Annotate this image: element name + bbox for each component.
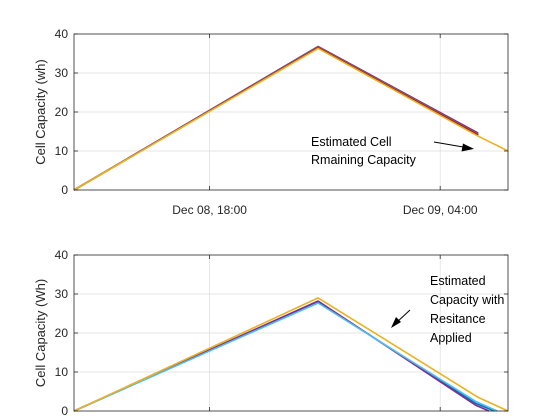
y-tick-label: 40 xyxy=(55,27,69,41)
bottom-ytick-labels: 0 10 20 30 40 xyxy=(55,248,69,418)
y-tick-label: 0 xyxy=(61,183,68,197)
top-annotation-arrowhead xyxy=(461,143,474,152)
top-annotation-line-2: Rmaining Capacity xyxy=(311,153,417,167)
top-ytick-labels: 0 10 20 30 40 xyxy=(55,27,69,197)
y-tick-label: 30 xyxy=(55,66,69,80)
top-ticks xyxy=(74,33,508,191)
y-tick-label: 10 xyxy=(55,144,69,158)
bottom-grid xyxy=(74,255,508,411)
bottom-annotation: Estimated Capacity with Resitance Applie… xyxy=(391,274,504,345)
top-annotation: Estimated Cell Rmaining Capacity xyxy=(311,135,474,167)
bottom-series-group xyxy=(73,297,509,412)
y-tick-label: 20 xyxy=(55,105,69,119)
bottom-annotation-line-2: Capacity with xyxy=(430,293,504,307)
series-line xyxy=(73,302,498,412)
y-tick-label: 40 xyxy=(55,248,69,262)
bottom-annotation-arrowhead xyxy=(391,317,401,328)
x-tick-label: Dec 09, 04:00 xyxy=(403,203,478,217)
y-tick-label: 30 xyxy=(55,287,69,301)
x-tick-label: Dec 08, 18:00 xyxy=(172,203,247,217)
series-line xyxy=(73,47,509,191)
top-axes: 0 10 20 30 40 Dec 08, 18:00 Dec 09, 04:00 Cel… xyxy=(33,27,509,217)
y-tick-label: 0 xyxy=(61,404,68,418)
bottom-annotation-line-1: Estimated xyxy=(430,274,486,288)
bottom-y-axis-label: Cell Capacity (Wh) xyxy=(33,279,48,387)
top-annotation-line-1: Estimated Cell xyxy=(311,135,392,149)
bottom-annotation-line-4: Applied xyxy=(430,331,472,345)
top-y-axis-label: Cell Capacity (wh) xyxy=(33,59,48,164)
top-series-group xyxy=(73,45,509,191)
y-tick-label: 10 xyxy=(55,365,69,379)
top-grid xyxy=(74,34,508,190)
top-xtick-labels: Dec 08, 18:00 Dec 09, 04:00 xyxy=(172,203,478,217)
y-tick-label: 20 xyxy=(55,326,69,340)
bottom-axes: 0 10 20 30 40 Cell Capacity (Wh) Estimated C… xyxy=(33,248,509,418)
bottom-annotation-line-3: Resitance xyxy=(430,312,486,326)
series-line xyxy=(73,297,509,412)
bottom-ticks xyxy=(74,254,508,412)
